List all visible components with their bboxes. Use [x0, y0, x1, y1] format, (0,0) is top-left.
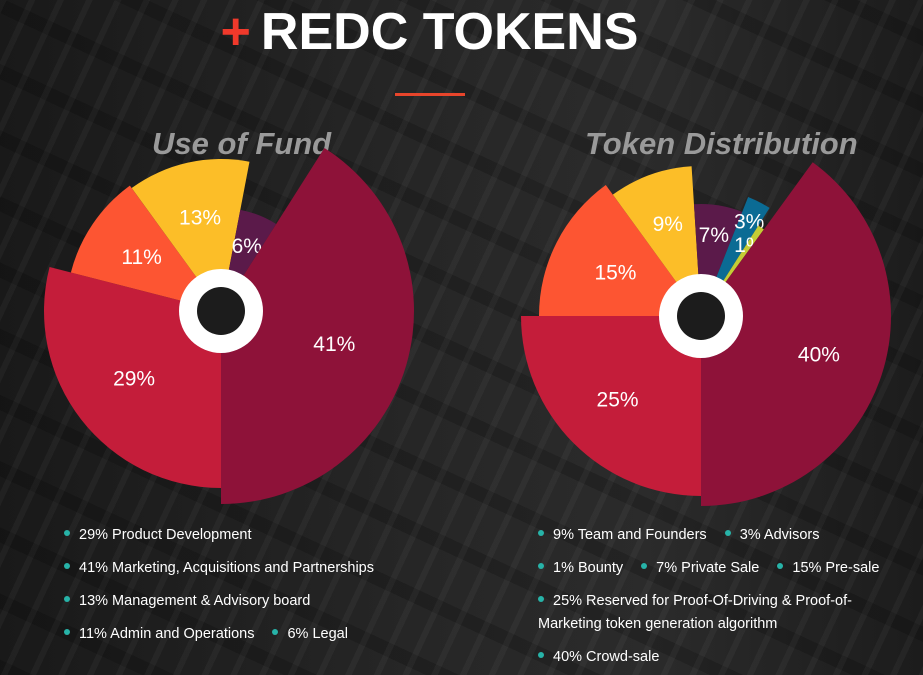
slice-label: 6% [232, 235, 262, 258]
slice-label: 9% [653, 213, 683, 236]
slice-label: 13% [179, 206, 221, 229]
title-underline [395, 93, 465, 96]
legend-text: 11% Admin and Operations [79, 626, 255, 642]
legend-item: 41% Marketing, Acquisitions and Partners… [64, 559, 374, 577]
legend-item: 25% Reserved for Proof-Of-Driving & Proo… [538, 592, 852, 610]
legend-item: 11% Admin and Operations [64, 625, 254, 643]
legend-item: 9% Team and Founders [538, 526, 707, 544]
bullet-dot-icon [538, 530, 544, 537]
legend-item: 1% Bounty [538, 559, 623, 577]
slice-label: 25% [597, 388, 639, 411]
legend-line: 1% Bounty 7% Private Sale 15% Pre-sale [538, 559, 893, 577]
legend-item: 7% Private Sale [641, 559, 759, 577]
page-title-text: REDC TOKENS [260, 3, 639, 61]
legend-item: 15% Pre-sale [777, 559, 879, 577]
slice-label: 40% [798, 343, 840, 366]
pie-slice [221, 148, 415, 505]
slice-label: 15% [594, 261, 636, 284]
plus-icon: + [220, 3, 251, 61]
bullet-dot-icon [64, 530, 70, 537]
legend-item: 6% Legal [272, 625, 348, 643]
donut-hole [677, 292, 725, 340]
pie-slice [43, 266, 222, 488]
legend-line: 9% Team and Founders 3% Advisors [538, 526, 834, 544]
legend-line: 25% Reserved for Proof-Of-Driving & Proo… [538, 592, 866, 610]
pie-use-of-fund: 29% 11% 13% 6% 41% [43, 148, 415, 505]
legend-item: 13% Management & Advisory board [64, 592, 310, 610]
legend-text: 3% Advisors [739, 527, 820, 543]
legend-line: 40% Crowd-sale [538, 648, 673, 666]
page-title: + REDC TOKENS [0, 2, 891, 62]
bullet-dot-icon [724, 530, 731, 537]
slice-label: 29% [113, 367, 155, 390]
donut-hole [197, 287, 245, 335]
legend-text: 1% Bounty [553, 560, 624, 576]
bullet-dot-icon [64, 629, 70, 636]
legend-item: 40% Crowd-sale [538, 648, 659, 666]
legend-line: 13% Management & Advisory board [64, 592, 324, 610]
legend-text: 41% Marketing, Acquisitions and Partners… [79, 560, 374, 576]
pie-token-distribution: 25%15%9% 7%3%1%40% [521, 162, 891, 507]
pie-slice [521, 316, 701, 496]
bullet-dot-icon [64, 596, 70, 603]
slice-label: 7% [699, 224, 729, 247]
slice-label: 41% [313, 333, 355, 356]
bullet-dot-icon [641, 563, 648, 570]
legend-text: 7% Private Sale [656, 560, 760, 576]
bullet-dot-icon [538, 596, 544, 603]
slice-label: 11% [121, 246, 161, 269]
pie-slice [539, 184, 701, 316]
chart-title-token-distribution: Token Distribution [585, 126, 858, 161]
legend-text: 6% Legal [287, 626, 348, 642]
legend-text: 40% Crowd-sale [553, 649, 660, 665]
pie-slice [612, 166, 701, 316]
pie-slice [70, 185, 222, 311]
chart-title-use-of-fund: Use of Fund [152, 126, 332, 161]
legend-text: 29% Product Development [79, 527, 252, 543]
legend-line: 11% Admin and Operations 6% Legal [64, 625, 362, 643]
legend-text-continued: Marketing token generation algorithm [538, 616, 778, 632]
legend-line: 41% Marketing, Acquisitions and Partners… [64, 559, 388, 577]
bullet-dot-icon [538, 652, 544, 659]
bullet-dot-icon [538, 563, 544, 570]
legend-line: 29% Product Development [64, 526, 266, 544]
bullet-dot-icon [272, 629, 279, 636]
bullet-dot-icon [777, 563, 784, 570]
slice-label: 3% [734, 211, 764, 234]
bullet-dot-icon [64, 563, 70, 570]
legend-text: 9% Team and Founders [553, 527, 707, 543]
pie-slice [701, 162, 891, 507]
legend-item: 3% Advisors [724, 526, 820, 544]
legend-text: 15% Pre-sale [792, 560, 880, 576]
legend-text: 13% Management & Advisory board [79, 593, 311, 609]
legend-text: 25% Reserved for Proof-Of-Driving & Proo… [553, 593, 852, 609]
legend-item: 29% Product Development [64, 526, 252, 544]
